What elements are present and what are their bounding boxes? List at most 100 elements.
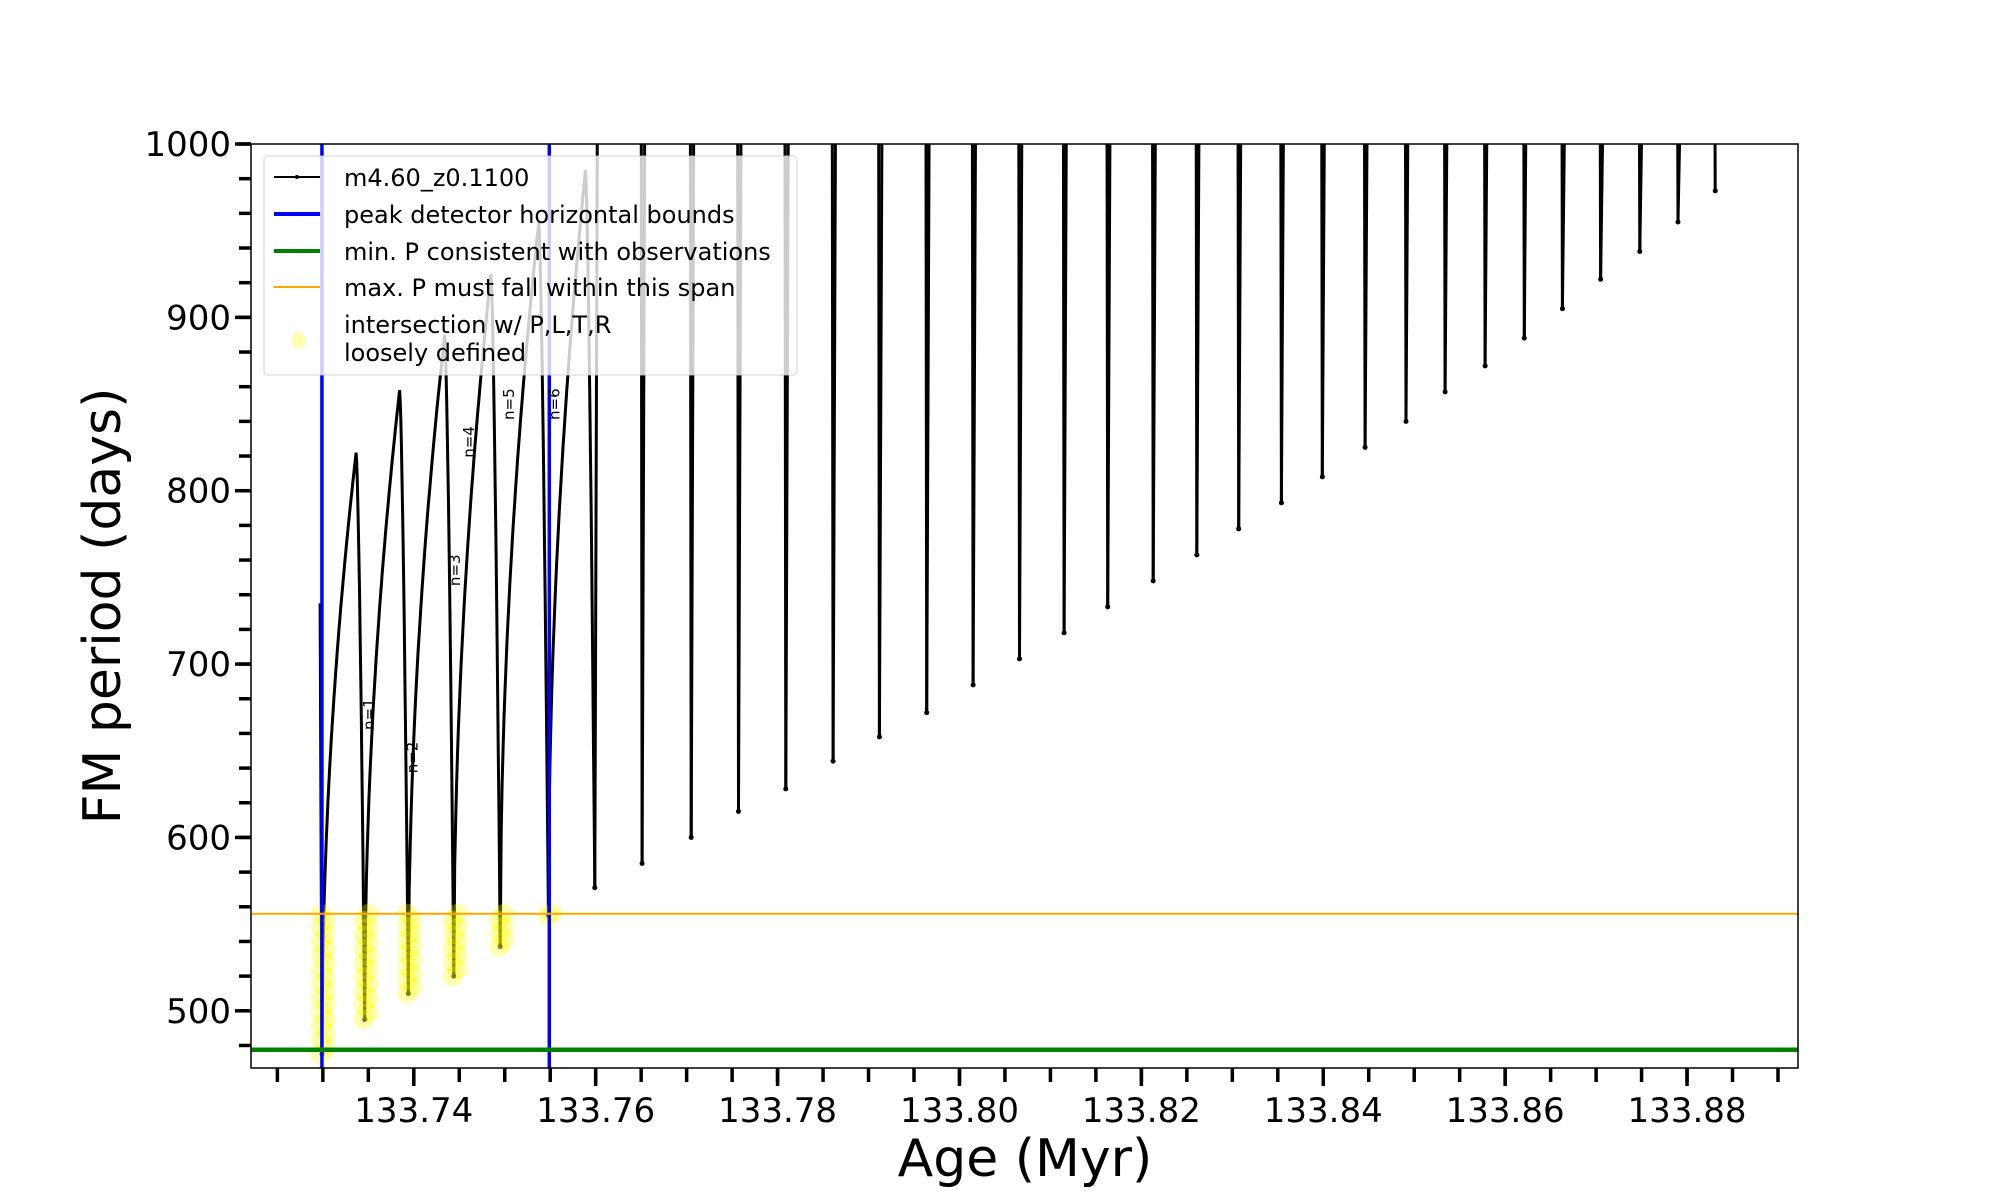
intersection-marker [397,970,418,991]
intersection-marker [402,963,423,984]
intersection-marker [353,1009,374,1030]
series-minimum-point [1712,188,1718,194]
series-minimum-point [1362,444,1368,450]
y-tick-label: 1000 [144,125,231,165]
series-segment [1237,144,1283,529]
intersection-marker [489,910,510,931]
series-segment [320,452,367,1055]
intersection-marker [494,916,515,937]
intersection-markers [310,903,563,1065]
plot-frame [250,143,1799,1069]
legend: m4.60_z0.1100 peak detector horizontal b… [263,155,798,376]
series-minimum-point [405,990,411,996]
series-minimum-point [592,885,598,891]
series-minimum-point [1521,335,1527,341]
series-segment [971,144,1021,685]
legend-swatch-series-marker [295,175,299,179]
series-minimum-point [1150,578,1156,584]
series-minimum-point [1637,248,1643,254]
intersection-marker [447,959,468,980]
intersection-marker [358,974,379,995]
intersection-marker [489,936,510,957]
series-segment [640,144,693,864]
y-tick-label: 900 [166,298,231,338]
series-segment [1106,144,1155,607]
annotation-n6: n=6 [545,388,563,420]
x-tick-label: 133.76 [536,1091,655,1131]
annotation-n2: n=2 [403,742,421,774]
annotation-n3: n=3 [446,554,464,586]
intersection-marker [358,960,379,981]
intersection-marker [402,936,423,957]
series-minimum-point [1675,219,1681,225]
x-tick-label: 133.86 [1446,1091,1565,1131]
series-minimum-point [876,734,882,740]
y-axis-label: FM period (days) [73,388,133,825]
legend-label-intersection-line1: intersection w/ P,L,T,R [344,311,611,339]
series-segment [363,390,410,1020]
series-segment [784,144,835,789]
intersection-marker [489,923,510,944]
intersection-marker [447,917,468,938]
legend-swatch-intersection [292,332,306,348]
series-segment [1638,144,1680,252]
intersection-marker [358,931,379,952]
series-segment [925,144,975,713]
series-minimum-point [362,1016,368,1022]
series-minimum-point [1319,474,1325,480]
series-segment [1404,144,1447,422]
y-tick-label: 600 [166,818,231,858]
series-segment [1560,144,1603,309]
x-axis: 133.74 133.76 133.78 133.80 133.82 133.84 133.… [275,1068,1780,1131]
series-segment [1522,144,1564,339]
series-minimum-point [1482,363,1488,369]
legend-label-intersection-line2: loosely defined [344,339,526,367]
legend-box [263,155,798,376]
series-minimum-point [735,808,741,814]
intersection-marker [442,966,463,987]
intersection-marker [402,950,423,971]
x-tick-label: 133.74 [354,1091,473,1131]
series-minimum-point [1061,630,1067,636]
intersection-marker [402,910,423,931]
series-minimum-point [1442,389,1448,395]
annotations: n=1 n=2 n=3 n=4 n=5 n=6 [360,388,564,773]
series-minimum-point [1236,526,1242,532]
series-segment [737,144,788,812]
intersection-marker [397,983,418,1004]
intersection-marker [353,995,374,1016]
intersection-marker [353,938,374,959]
annotation-n5: n=5 [500,388,518,420]
series-segment [593,144,644,888]
series-minimum-point [830,758,836,764]
series-segment [452,273,502,977]
y-tick-label: 500 [166,992,231,1032]
series-segment [689,144,740,838]
x-tick-label: 133.80 [900,1091,1019,1131]
series-minimum-point [497,944,503,950]
intersection-marker [353,924,374,945]
intersection-marker [358,1002,379,1023]
intersection-marker [353,953,374,974]
intersection-marker [358,988,379,1009]
series-segment [1599,144,1642,280]
intersection-marker [353,967,374,988]
series-segment [1062,144,1110,633]
series-minimum-point [783,786,789,792]
intersection-marker [353,981,374,1002]
series-minimum-point [1598,276,1604,282]
series-segment [1363,144,1408,448]
x-tick-label: 133.82 [1082,1091,1201,1131]
x-tick-label: 133.78 [718,1091,837,1131]
series-minimum-point [970,682,976,688]
series-m4-60-z0-1100 [318,144,1718,1057]
annotation-n4: n=4 [460,426,478,458]
intersection-marker [358,917,379,938]
x-tick-label: 133.84 [1264,1091,1383,1131]
y-axis: 500 600 700 800 900 1000 [144,125,251,1048]
series-segment [1151,144,1199,581]
series-segment [1320,144,1367,477]
y-tick-label: 700 [166,645,231,685]
legend-label-orange: max. P must fall within this span [344,274,735,302]
plot-area [251,144,1798,1068]
